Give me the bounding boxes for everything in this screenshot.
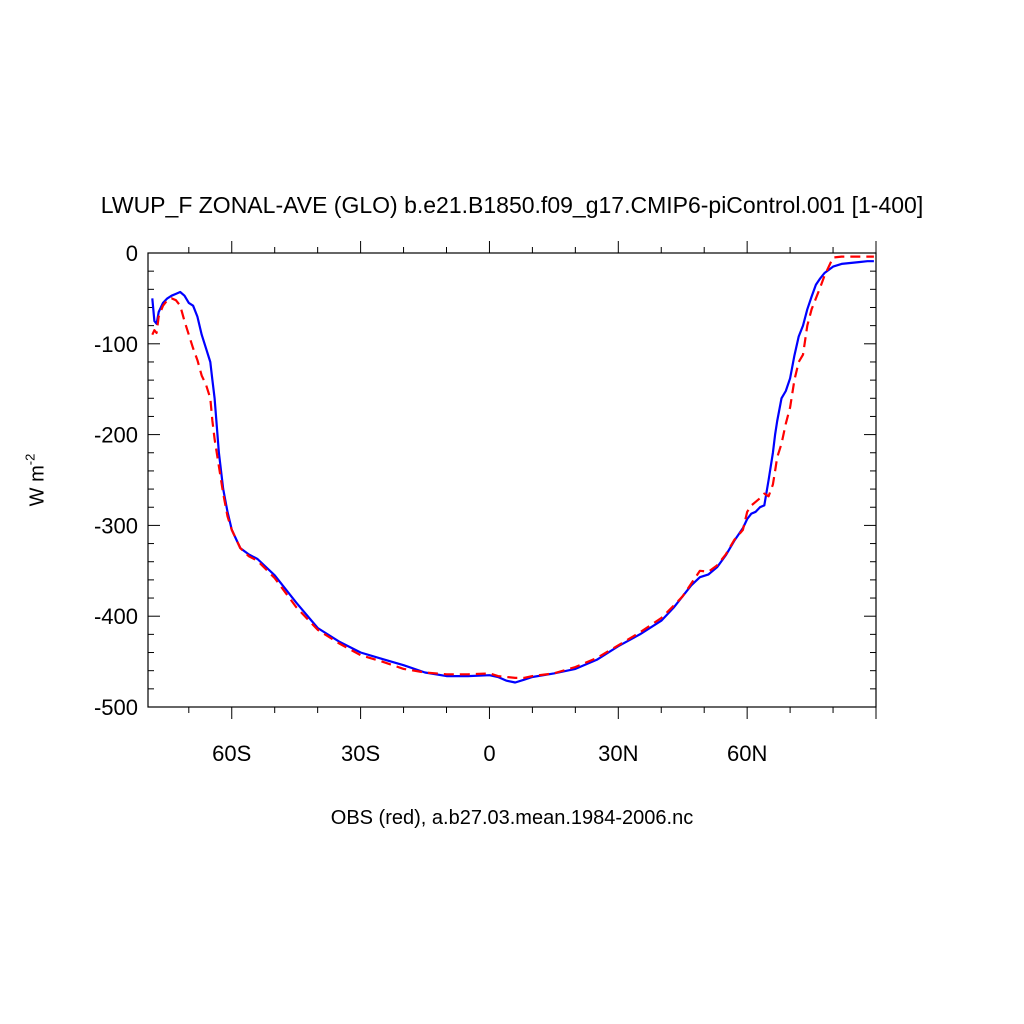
y-tick-labels: 0 -100 -200 -300 -400 -500 bbox=[94, 241, 138, 720]
x-tick-labels: 60S 30S 0 30N 60N bbox=[212, 741, 767, 766]
x-tick-label: 60S bbox=[212, 741, 251, 766]
x-axis-label: OBS (red), a.b27.03.mean.1984-2006.nc bbox=[330, 807, 694, 829]
y-tick-label: -400 bbox=[94, 604, 138, 629]
y-tick-label: -100 bbox=[94, 332, 138, 357]
axis-ticks bbox=[148, 241, 877, 719]
series-line-model bbox=[151, 260, 874, 684]
y-tick-label: -500 bbox=[94, 695, 138, 720]
y-axis-label-exponent: -2 bbox=[22, 453, 38, 466]
y-tick-label: -300 bbox=[94, 513, 138, 538]
series-layer bbox=[151, 255, 874, 684]
y-tick-label: -200 bbox=[94, 423, 138, 448]
x-tick-label: 30N bbox=[598, 741, 638, 766]
x-tick-label: 0 bbox=[483, 741, 495, 766]
y-axis-label: W m-2 bbox=[23, 454, 50, 507]
x-tick-label: 60N bbox=[727, 741, 767, 766]
y-tick-label: 0 bbox=[126, 241, 138, 266]
y-axis-label-base: W m bbox=[26, 465, 49, 507]
series-line-obs bbox=[151, 255, 874, 679]
x-tick-label: 30S bbox=[341, 741, 380, 766]
plot-frame bbox=[147, 252, 877, 708]
chart-title: LWUP_F ZONAL-AVE (GLO) b.e21.B1850.f09_g… bbox=[100, 192, 924, 218]
